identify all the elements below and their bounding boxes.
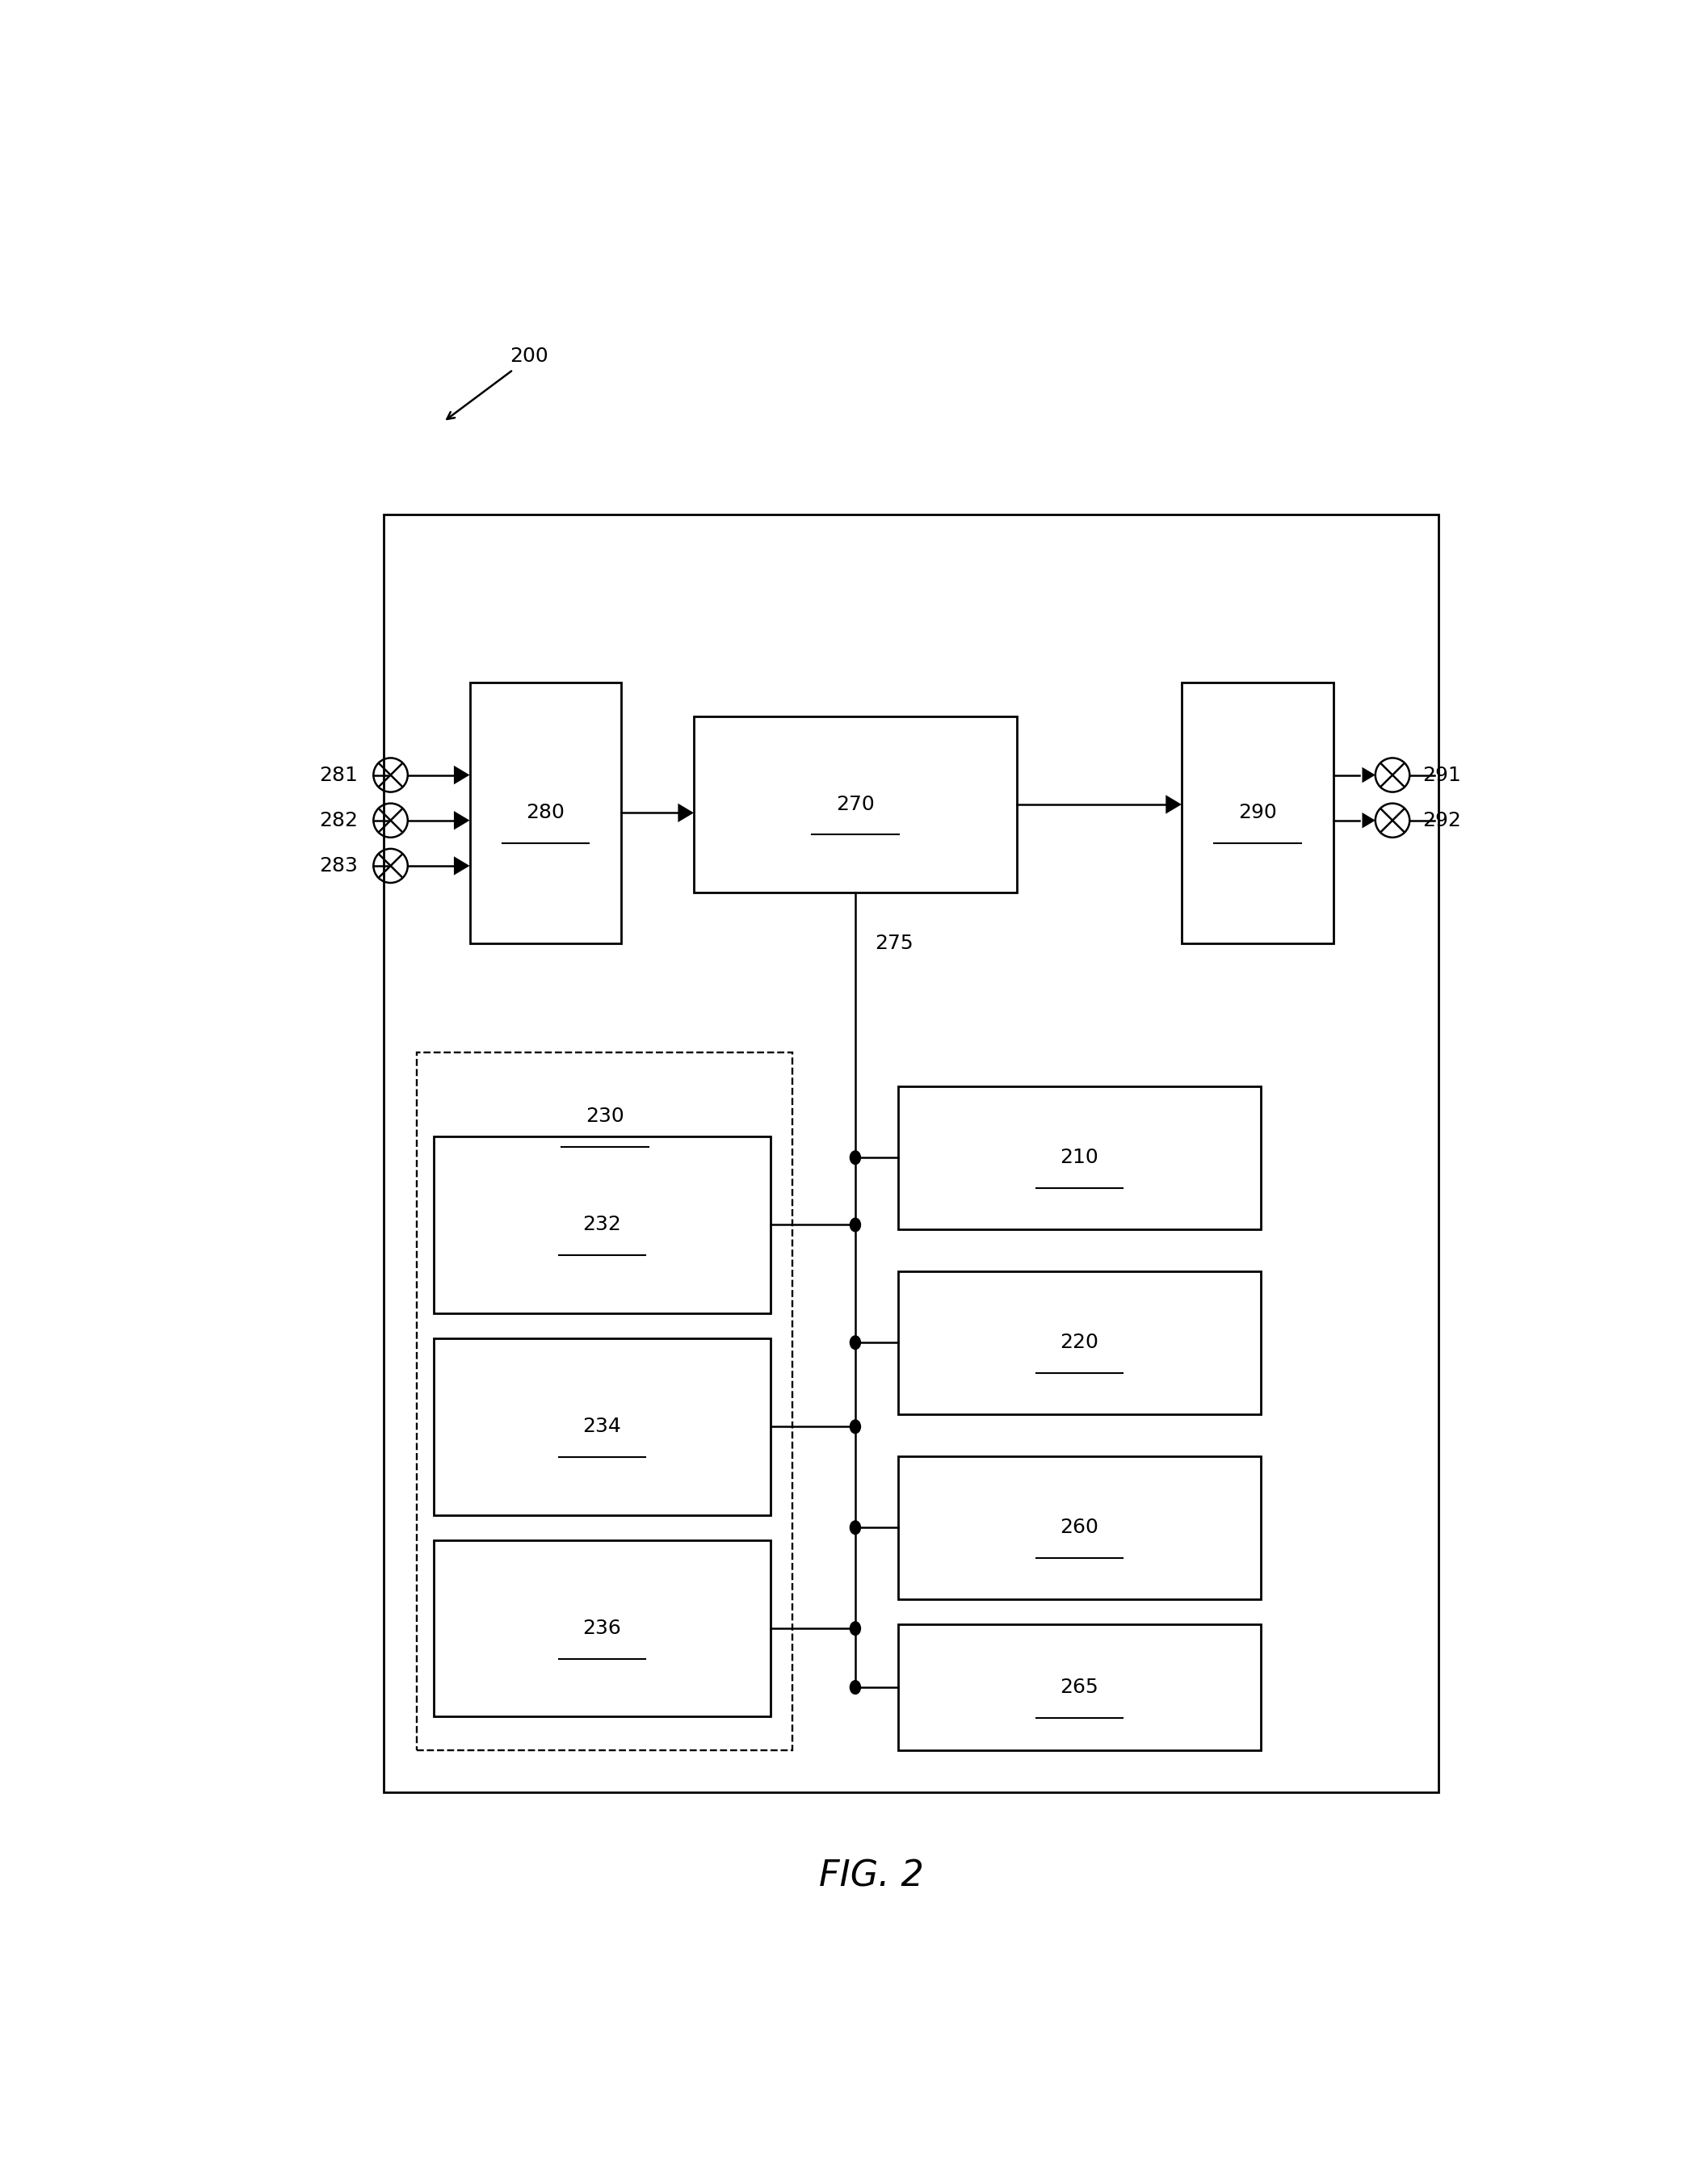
Text: 283: 283 (320, 856, 357, 876)
Polygon shape (454, 767, 469, 784)
Circle shape (850, 1337, 861, 1350)
Polygon shape (1363, 767, 1376, 782)
Text: 210: 210 (1060, 1149, 1099, 1166)
Circle shape (850, 1623, 861, 1636)
Polygon shape (454, 810, 469, 830)
Bar (417, 1053, 793, 1749)
Circle shape (850, 1219, 861, 1232)
Bar (434, 1339, 771, 1516)
Text: 282: 282 (318, 810, 357, 830)
Text: 220: 220 (1060, 1332, 1099, 1352)
Bar (694, 716, 1017, 893)
Bar (898, 1271, 1260, 1413)
Polygon shape (1165, 795, 1182, 815)
Bar (384, 515, 1439, 1793)
Text: 200: 200 (510, 347, 548, 367)
Bar (434, 1540, 771, 1717)
Bar (469, 681, 621, 943)
Text: 291: 291 (1422, 764, 1461, 784)
Text: 265: 265 (1060, 1677, 1099, 1697)
Text: 292: 292 (1422, 810, 1461, 830)
Text: 281: 281 (320, 764, 357, 784)
Bar (434, 1136, 771, 1313)
Polygon shape (679, 804, 694, 821)
Bar (898, 1625, 1260, 1749)
Bar (1182, 681, 1334, 943)
Text: 260: 260 (1060, 1518, 1099, 1538)
Circle shape (850, 1420, 861, 1433)
Text: 290: 290 (1238, 804, 1277, 823)
Text: 230: 230 (585, 1107, 624, 1127)
Circle shape (850, 1679, 861, 1695)
Text: 234: 234 (583, 1417, 621, 1437)
Text: 236: 236 (583, 1618, 621, 1638)
Circle shape (850, 1151, 861, 1164)
Bar (898, 1457, 1260, 1599)
Polygon shape (1363, 812, 1376, 828)
Text: 232: 232 (583, 1214, 621, 1234)
Circle shape (850, 1520, 861, 1535)
Text: 275: 275 (874, 933, 913, 952)
Polygon shape (454, 856, 469, 876)
Text: 270: 270 (835, 795, 874, 815)
Text: 280: 280 (526, 804, 565, 823)
Text: FIG. 2: FIG. 2 (820, 1859, 924, 1894)
Bar (898, 1085, 1260, 1230)
